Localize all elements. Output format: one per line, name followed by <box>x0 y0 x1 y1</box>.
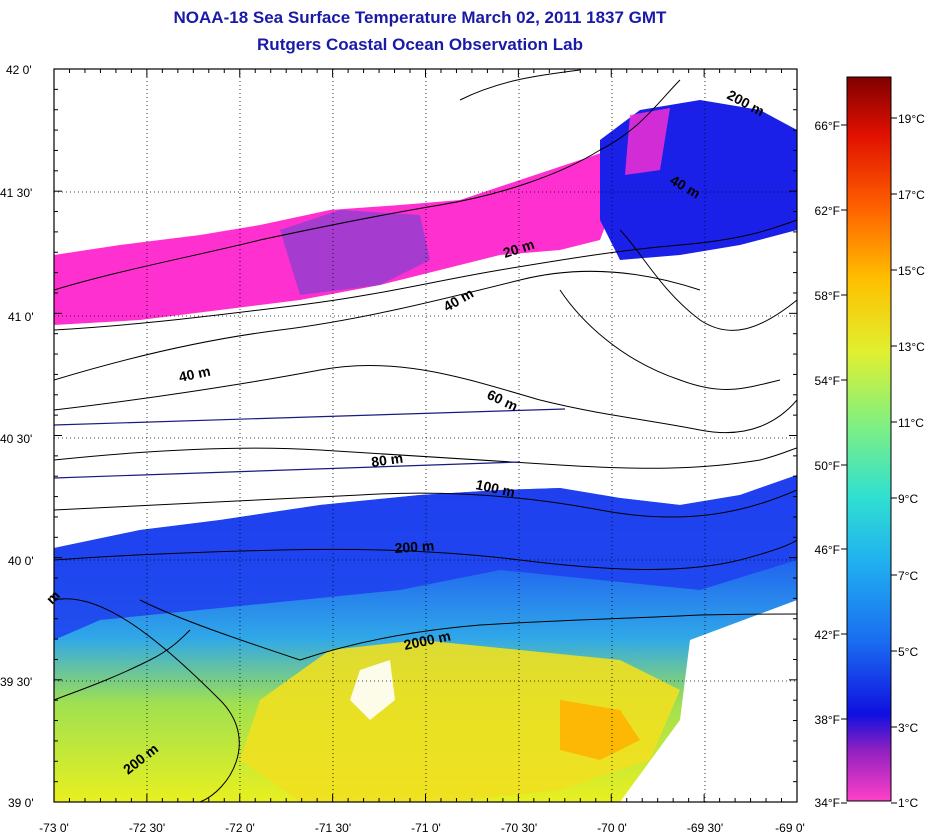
celsius-label: 11°C <box>898 416 924 430</box>
lat-label: 40 0' <box>8 554 34 568</box>
lat-label: 41 0' <box>8 310 34 324</box>
colorbar-ticks <box>841 117 897 804</box>
frame-ticks <box>53 68 798 803</box>
lon-label: -69 30' <box>687 821 723 835</box>
fahrenheit-label: 54°F <box>815 374 840 388</box>
fahrenheit-label: 42°F <box>815 628 840 642</box>
lon-label: -72 0' <box>225 821 255 835</box>
contour-label: 200 m <box>394 537 435 556</box>
fahrenheit-label: 62°F <box>815 204 840 218</box>
fahrenheit-label: 58°F <box>815 289 840 303</box>
celsius-label: 19°C <box>898 112 925 126</box>
longitude-labels: -73 0' -72 30' -72 0' -71 30' -71 0' -70… <box>39 821 805 835</box>
map-title: NOAA-18 Sea Surface Temperature March 02… <box>173 8 667 27</box>
fahrenheit-label: 50°F <box>815 459 840 473</box>
lon-label: -71 0' <box>411 821 441 835</box>
lat-label: 41 30' <box>0 186 32 200</box>
fahrenheit-label: 46°F <box>815 543 840 557</box>
fahrenheit-label: 66°F <box>815 119 840 133</box>
lat-label: 42 0' <box>6 63 32 77</box>
transect-lines <box>53 408 566 479</box>
lat-label: 39 30' <box>0 675 32 689</box>
fahrenheit-label: 34°F <box>815 796 840 810</box>
lat-label: 40 30' <box>0 432 32 446</box>
celsius-label: 7°C <box>898 569 918 583</box>
celsius-label: 9°C <box>898 492 918 506</box>
lon-label: -70 30' <box>501 821 537 835</box>
celsius-label: 15°C <box>898 264 925 278</box>
celsius-label: 3°C <box>898 721 918 735</box>
celsius-label: 13°C <box>898 340 925 354</box>
contour-label: 40 m <box>177 363 212 385</box>
colorbar-celsius-labels: 19°C 17°C 15°C 13°C 11°C 9°C 7°C 5°C 3°C… <box>898 112 925 810</box>
lon-label: -71 30' <box>315 821 351 835</box>
colorbar-fahrenheit-labels: 66°F 62°F 58°F 54°F 50°F 46°F 42°F 38°F … <box>815 119 840 810</box>
celsius-label: 5°C <box>898 645 918 659</box>
fahrenheit-label: 38°F <box>815 713 840 727</box>
celsius-label: 1°C <box>898 796 918 810</box>
lon-label: -73 0' <box>39 821 69 835</box>
contour-label: 80 m <box>370 450 404 470</box>
latitude-labels: 42 0' 41 30' 41 0' 40 30' 40 0' 39 30' 3… <box>0 63 34 810</box>
lat-label: 39 0' <box>8 796 34 810</box>
lon-label: -72 30' <box>129 821 165 835</box>
lon-label: -70 0' <box>597 821 627 835</box>
celsius-label: 17°C <box>898 188 925 202</box>
colorbar <box>846 76 892 802</box>
lon-label: -69 0' <box>775 821 805 835</box>
bathymetry-contours <box>54 69 797 802</box>
map-subtitle: Rutgers Coastal Ocean Observation Lab <box>257 35 583 54</box>
sst-imagery <box>54 100 797 802</box>
